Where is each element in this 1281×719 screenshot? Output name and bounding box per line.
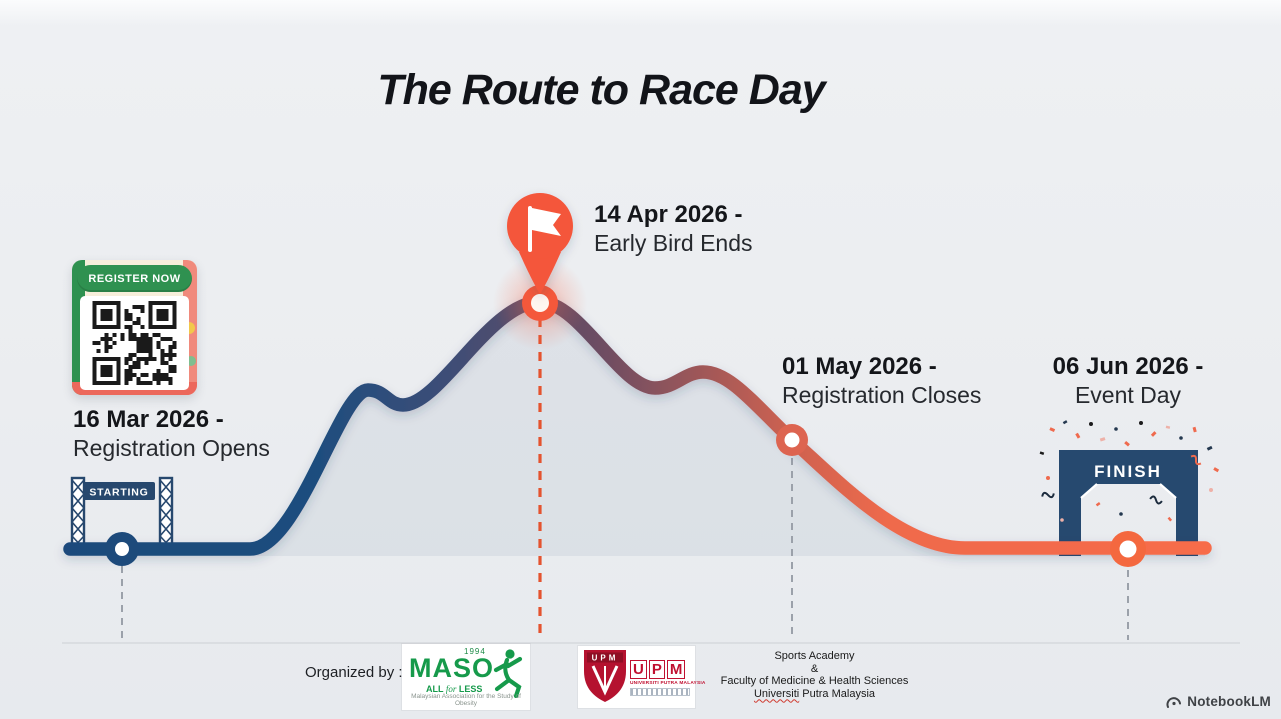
milestone-date: 06 Jun 2026 - [1052,353,1204,380]
milestone-event-day: 06 Jun 2026 - Event Day [1028,353,1228,409]
maso-tagline: ALL for LESS [426,684,483,694]
affiliation-text: Sports Academy & Faculty of Medicine & H… [712,650,917,700]
finish-gate: FINISH [1059,450,1198,556]
milestone-label: Registration Closes [782,382,982,408]
flag-pin [507,193,573,294]
maso-logo: 1994 MASO ALL for LESS Malaysian Associa… [402,644,530,710]
notebooklm-label: NotebookLM [1187,694,1271,709]
qr-card-deco-dot [186,356,196,366]
affiliation-line1: Sports Academy [774,650,855,662]
organized-by-label: Organized by : [305,664,403,681]
finish-gate-label: FINISH [1094,462,1162,481]
qr-card: REGISTER NOW [72,260,197,395]
page-title: The Route to Race Day [377,66,825,114]
milestone-node-peak [522,285,558,321]
maso-name: MASO [409,653,494,683]
affiliation-line4: Universiti Putra Malaysia [753,687,876,700]
milestone-date: 01 May 2026 - [782,353,937,380]
register-now-badge: REGISTER NOW [77,265,192,292]
start-gate-banner [83,482,155,500]
milestone-date: 14 Apr 2026 - [594,201,743,228]
milestone-registration-opens: 16 Mar 2026 - Registration Opens [73,406,270,462]
svg-text:UPM: UPM [592,654,619,663]
notebooklm-watermark: NotebookLM [1166,694,1271,709]
maso-subtitle: Malaysian Association for the Study of O… [411,693,521,707]
milestone-registration-closes: 01 May 2026 - Registration Closes [782,353,981,409]
droplines [121,318,1129,641]
maso-runner-icon [493,649,523,698]
milestone-label: Registration Opens [73,435,270,461]
upm-shield-icon: UPM [584,650,626,702]
notebooklm-icon [1166,696,1182,708]
route-area-fill [70,302,1205,556]
confetti [1039,420,1220,522]
upm-stripes-decor [630,688,690,696]
milestone-node-start [105,532,139,566]
affiliation-line2: & [810,662,819,675]
milestone-label: Early Bird Ends [594,230,753,256]
upm-fullname: UNIVERSITI PUTRA MALAYSIA [630,681,706,686]
milestone-label: Event Day [1074,382,1182,408]
milestone-early-bird-ends: 14 Apr 2026 - Early Bird Ends [594,201,753,257]
affiliation-line3: Faculty of Medicine & Health Sciences [720,675,909,687]
milestone-node-registration-closes [776,424,808,456]
register-now-label: REGISTER NOW [88,272,181,285]
milestone-date: 16 Mar 2026 - [73,406,224,433]
maso-year: 1994 [464,647,486,656]
flag-icon [528,206,561,252]
start-gate-label: STARTING [89,487,148,499]
qr-code [80,296,189,390]
milestone-node-finish [1110,531,1146,567]
